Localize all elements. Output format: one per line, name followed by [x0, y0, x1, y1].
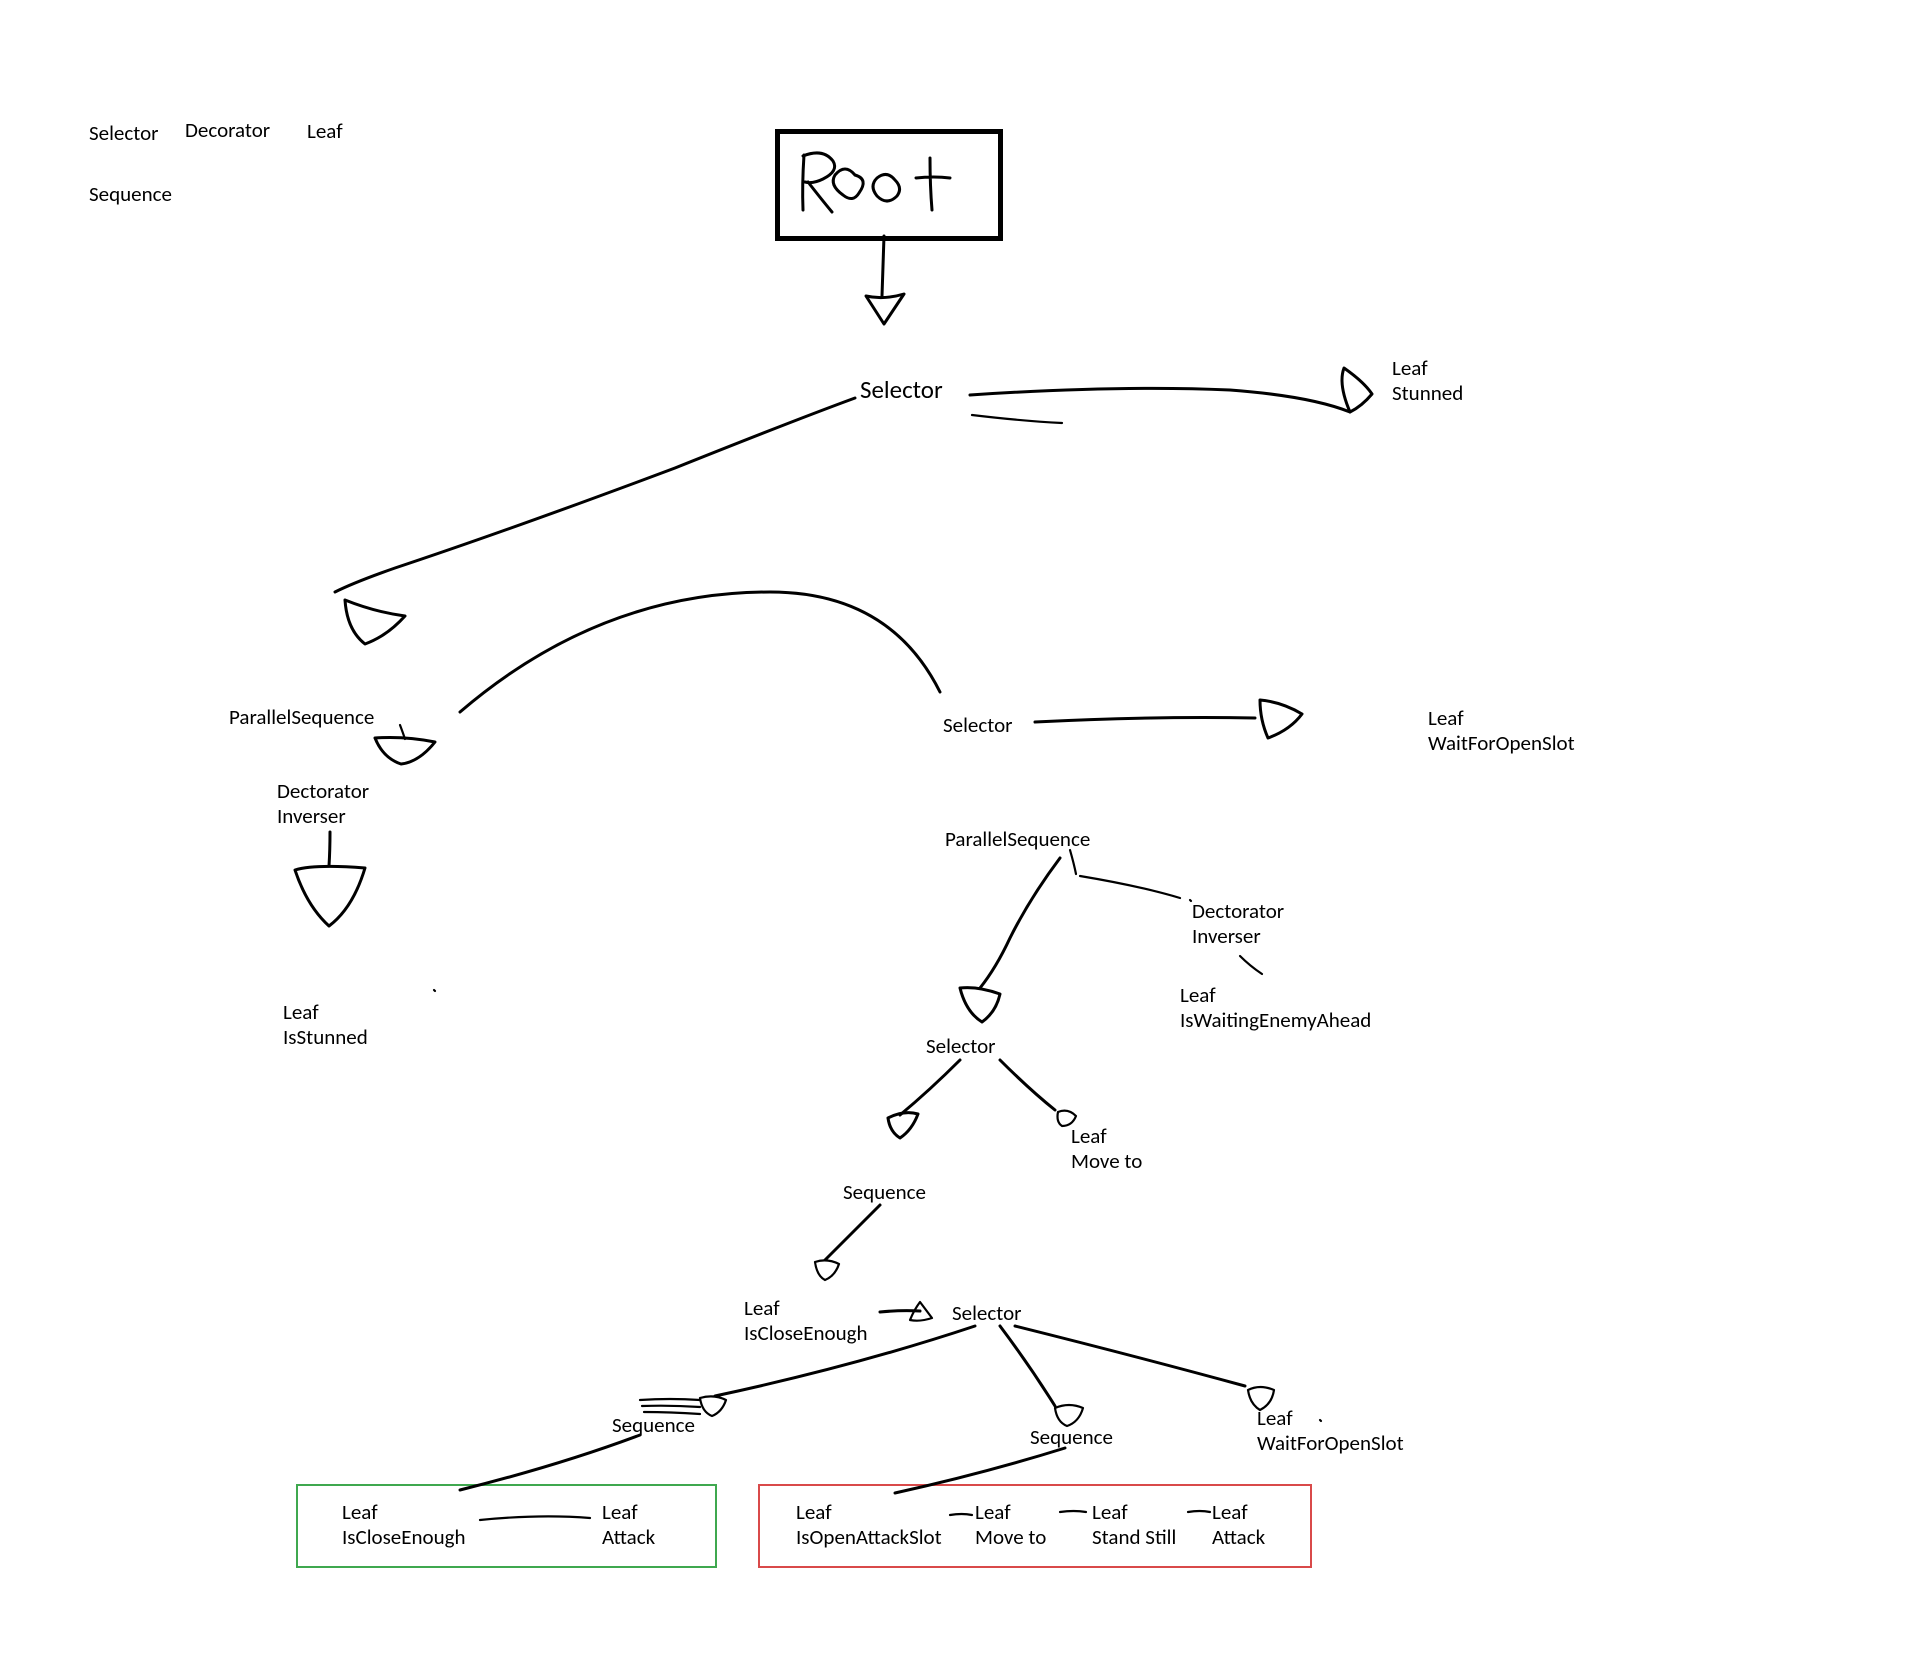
node-selector-mid2: Selector	[926, 1034, 995, 1059]
node-leaf-attack-g: Leaf Attack	[602, 1500, 655, 1550]
node-selector-mid: Selector	[943, 713, 1012, 738]
node-parallelseq-left: ParallelSequence	[229, 705, 374, 730]
node-sequence-mid: Sequence	[843, 1180, 926, 1205]
node-leaf-waitopen-r: Leaf WaitForOpenSlot	[1428, 706, 1575, 756]
node-selector-top: Selector	[860, 375, 943, 405]
node-decinv-left: Dectorator Inverser	[277, 779, 369, 829]
node-leaf-isclose-g: Leaf IsCloseEnough	[342, 1500, 466, 1550]
node-leaf-standstill-r: Leaf Stand Still	[1092, 1500, 1176, 1550]
node-leaf-isstunned: Leaf IsStunned	[283, 1000, 368, 1050]
node-leaf-iswaiting: Leaf IsWaitingEnemyAhead	[1180, 983, 1371, 1033]
legend-selector: Selector	[89, 121, 158, 146]
node-parallelseq-right: ParallelSequence	[945, 827, 1090, 852]
legend-decorator: Decorator	[185, 118, 270, 143]
legend-sequence: Sequence	[89, 182, 172, 207]
legend-leaf: Leaf	[307, 119, 343, 144]
node-leaf-stunned: Leaf Stunned	[1392, 356, 1463, 406]
node-leaf-waitopen-lr: Leaf WaitForOpenSlot	[1257, 1406, 1404, 1456]
node-leaf-attack-r: Leaf Attack	[1212, 1500, 1265, 1550]
node-leaf-isopen-r: Leaf IsOpenAttackSlot	[796, 1500, 942, 1550]
node-decinv-right: Dectorator Inverser	[1192, 899, 1284, 949]
node-sequence-ll: Sequence	[612, 1413, 695, 1438]
node-selector-low: Selector	[952, 1301, 1021, 1326]
node-leaf-isclose-mid: Leaf IsCloseEnough	[744, 1296, 868, 1346]
root-node-box	[775, 129, 1003, 241]
node-leaf-moveto-r: Leaf Move to	[975, 1500, 1046, 1550]
node-sequence-lr: Sequence	[1030, 1425, 1113, 1450]
node-leaf-moveto-upper: Leaf Move to	[1071, 1124, 1142, 1174]
